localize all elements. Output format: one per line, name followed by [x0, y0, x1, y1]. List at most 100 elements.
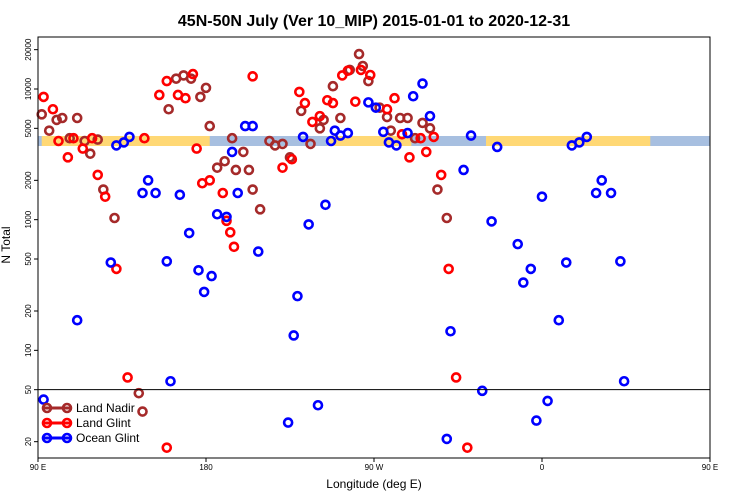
data-point	[314, 123, 326, 134]
data-point	[574, 137, 585, 148]
data-point	[193, 264, 204, 276]
data-point	[314, 110, 326, 122]
data-point	[109, 212, 120, 224]
data-point	[71, 314, 83, 326]
data-point	[111, 263, 122, 275]
data-point	[77, 143, 89, 154]
data-point	[299, 97, 311, 109]
data-point	[305, 138, 316, 150]
data-point	[38, 394, 49, 405]
data-point	[424, 110, 436, 122]
data-point	[217, 187, 229, 199]
data-point	[99, 191, 111, 202]
data-point	[51, 114, 62, 126]
series-land-glint	[38, 64, 473, 453]
band-segment	[327, 135, 412, 146]
data-point	[295, 105, 307, 117]
data-point	[282, 417, 294, 428]
data-point	[441, 433, 453, 445]
data-point	[445, 325, 456, 337]
legend-marker	[61, 417, 73, 429]
data-point	[486, 216, 497, 227]
chart-title: 45N-50N July (Ver 10_MIP) 2015-01-01 to …	[178, 13, 570, 30]
data-point	[43, 125, 55, 136]
data-point	[325, 135, 337, 147]
data-point	[92, 134, 104, 145]
y-tick-label: 100	[24, 343, 33, 357]
y-tick-label: 10000	[24, 77, 33, 100]
series-ocean-glint	[38, 78, 630, 445]
y-axis: 20 50 100 200 500 1000 2000 5000 10000 20000	[24, 38, 38, 446]
data-point	[458, 164, 469, 176]
y-tick-label: 500	[24, 252, 33, 266]
x-axis-label: Longitude (deg E)	[326, 477, 421, 491]
data-point	[137, 187, 148, 199]
data-point	[518, 277, 529, 288]
data-point	[415, 132, 426, 144]
data-point	[226, 146, 238, 158]
legend-label: Land Nadir	[76, 401, 135, 415]
data-point	[363, 97, 374, 108]
x-tick-label: 90 E	[30, 463, 46, 472]
data-point	[226, 132, 238, 144]
data-point	[56, 112, 68, 124]
data-point	[364, 69, 376, 81]
y-tick-label: 20	[24, 437, 33, 446]
data-point	[247, 71, 258, 82]
data-point	[53, 135, 64, 147]
data-point	[84, 148, 96, 159]
data-point	[465, 130, 477, 141]
data-point	[417, 117, 428, 129]
data-point	[435, 169, 447, 181]
data-point	[441, 212, 453, 224]
data-point	[71, 112, 83, 124]
data-point	[238, 146, 249, 158]
data-point	[389, 92, 400, 104]
y-tick-label: 200	[24, 304, 33, 318]
data-point	[618, 375, 630, 387]
legend-marker	[41, 432, 53, 444]
reference-band	[38, 135, 710, 146]
data-point	[142, 175, 154, 186]
data-point	[370, 102, 382, 113]
data-point	[417, 78, 428, 89]
data-point	[402, 112, 413, 124]
data-point	[254, 204, 266, 215]
x-tick-label: 180	[199, 463, 213, 472]
data-point	[407, 90, 419, 102]
legend-label: Land Glint	[76, 416, 131, 430]
data-point	[536, 191, 548, 202]
band-segment	[486, 135, 651, 146]
data-point	[62, 152, 74, 163]
data-point	[596, 175, 608, 186]
legend-marker	[61, 402, 73, 414]
data-point	[432, 184, 443, 195]
data-point	[204, 175, 216, 186]
y-tick-label: 1000	[24, 210, 33, 228]
data-point	[221, 211, 232, 223]
data-point	[211, 162, 223, 173]
data-point	[288, 330, 300, 341]
data-point	[590, 187, 602, 199]
data-point	[68, 132, 79, 144]
data-point	[105, 257, 117, 268]
data-point	[424, 123, 436, 134]
x-axis: 90 E 180 90 W 0 90 E	[30, 458, 718, 472]
data-point	[327, 97, 339, 109]
data-point	[36, 109, 48, 120]
data-point	[230, 164, 242, 176]
data-point	[409, 132, 421, 144]
data-point	[402, 127, 413, 139]
data-point	[615, 256, 626, 267]
data-point	[342, 65, 354, 77]
band-segment	[41, 135, 210, 146]
data-point	[476, 385, 488, 397]
data-point	[92, 169, 104, 181]
legend-marker	[41, 417, 53, 429]
data-point	[124, 131, 135, 143]
data-point	[312, 399, 324, 411]
data-point	[163, 103, 174, 115]
data-point	[320, 199, 331, 211]
